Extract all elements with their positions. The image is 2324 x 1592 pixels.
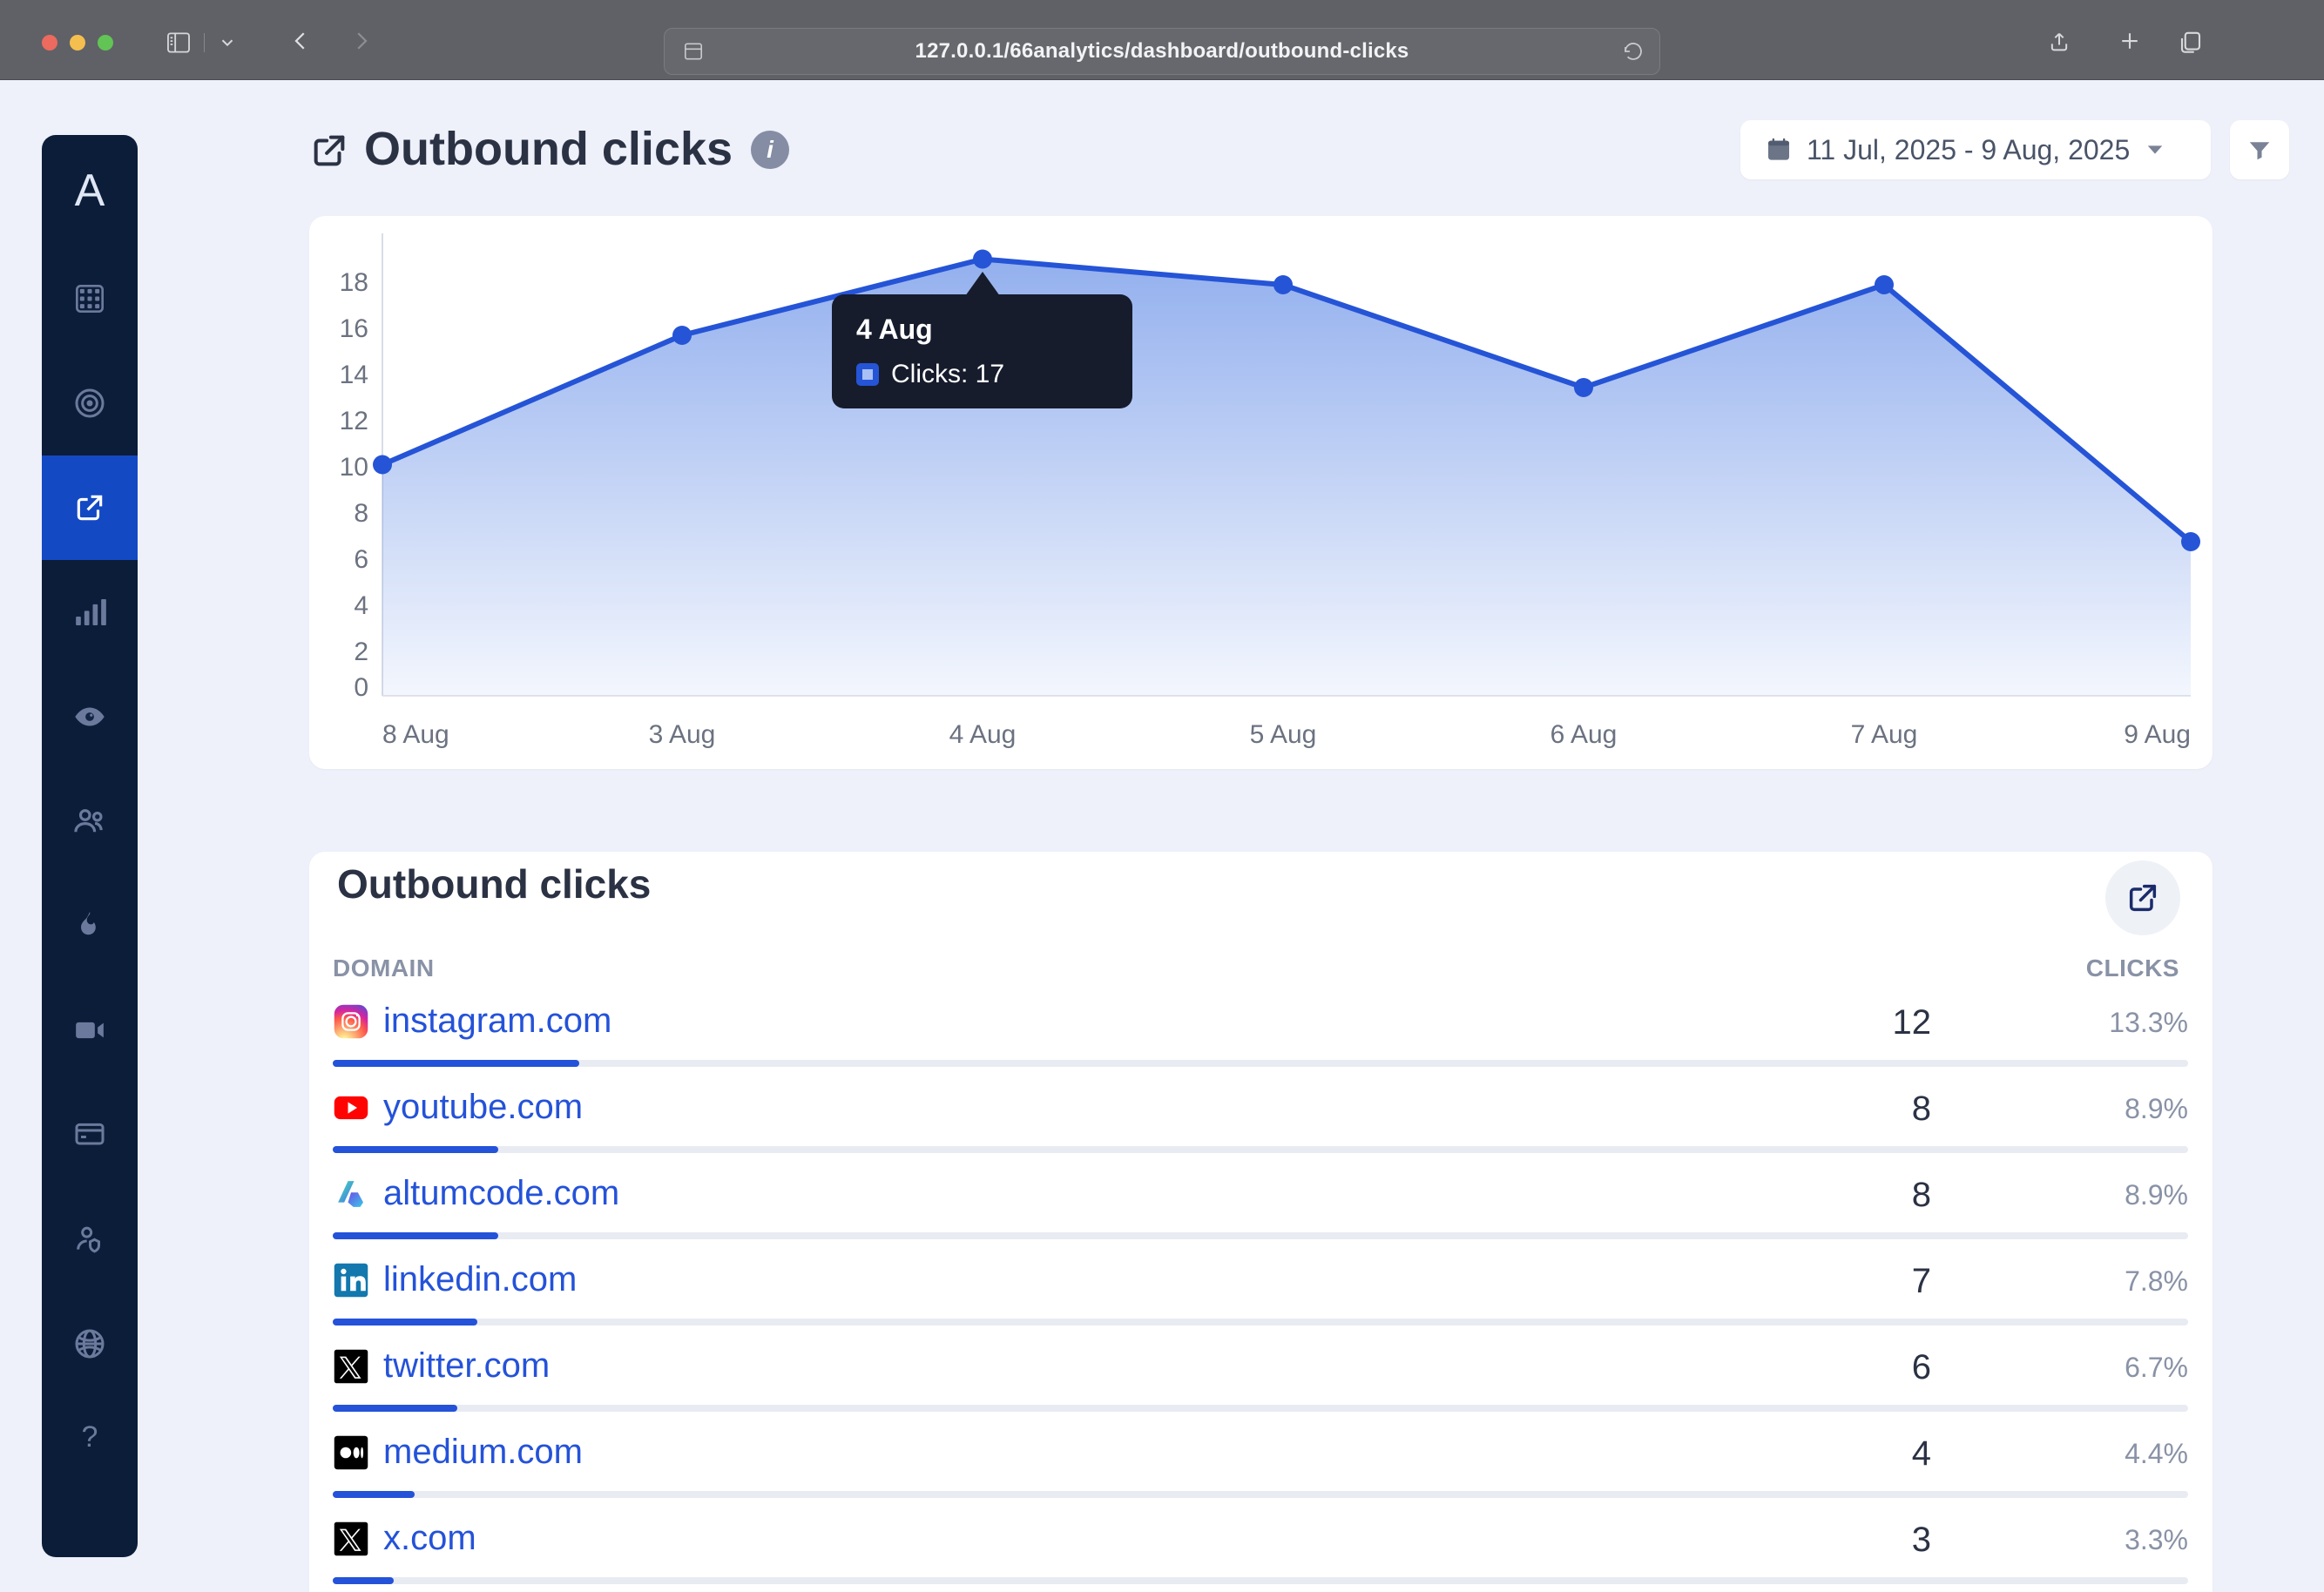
svg-text:8: 8 — [354, 499, 368, 528]
svg-text:3 Aug: 3 Aug — [649, 720, 716, 749]
svg-text:6 Aug: 6 Aug — [1550, 720, 1618, 749]
svg-text:2: 2 — [354, 637, 368, 666]
svg-text:8 Aug: 8 Aug — [382, 720, 449, 749]
svg-text:12: 12 — [340, 407, 368, 435]
svg-text:14: 14 — [340, 361, 368, 389]
svg-text:5 Aug: 5 Aug — [1250, 720, 1317, 749]
svg-text:6: 6 — [354, 545, 368, 574]
svg-text:10: 10 — [340, 453, 368, 482]
svg-text:4: 4 — [354, 591, 368, 620]
svg-text:16: 16 — [340, 314, 368, 343]
svg-text:18: 18 — [340, 268, 368, 297]
svg-text:0: 0 — [354, 673, 368, 702]
svg-text:7 Aug: 7 Aug — [1851, 720, 1918, 749]
svg-text:9 Aug: 9 Aug — [2124, 720, 2191, 749]
svg-text:4 Aug: 4 Aug — [949, 720, 1017, 749]
